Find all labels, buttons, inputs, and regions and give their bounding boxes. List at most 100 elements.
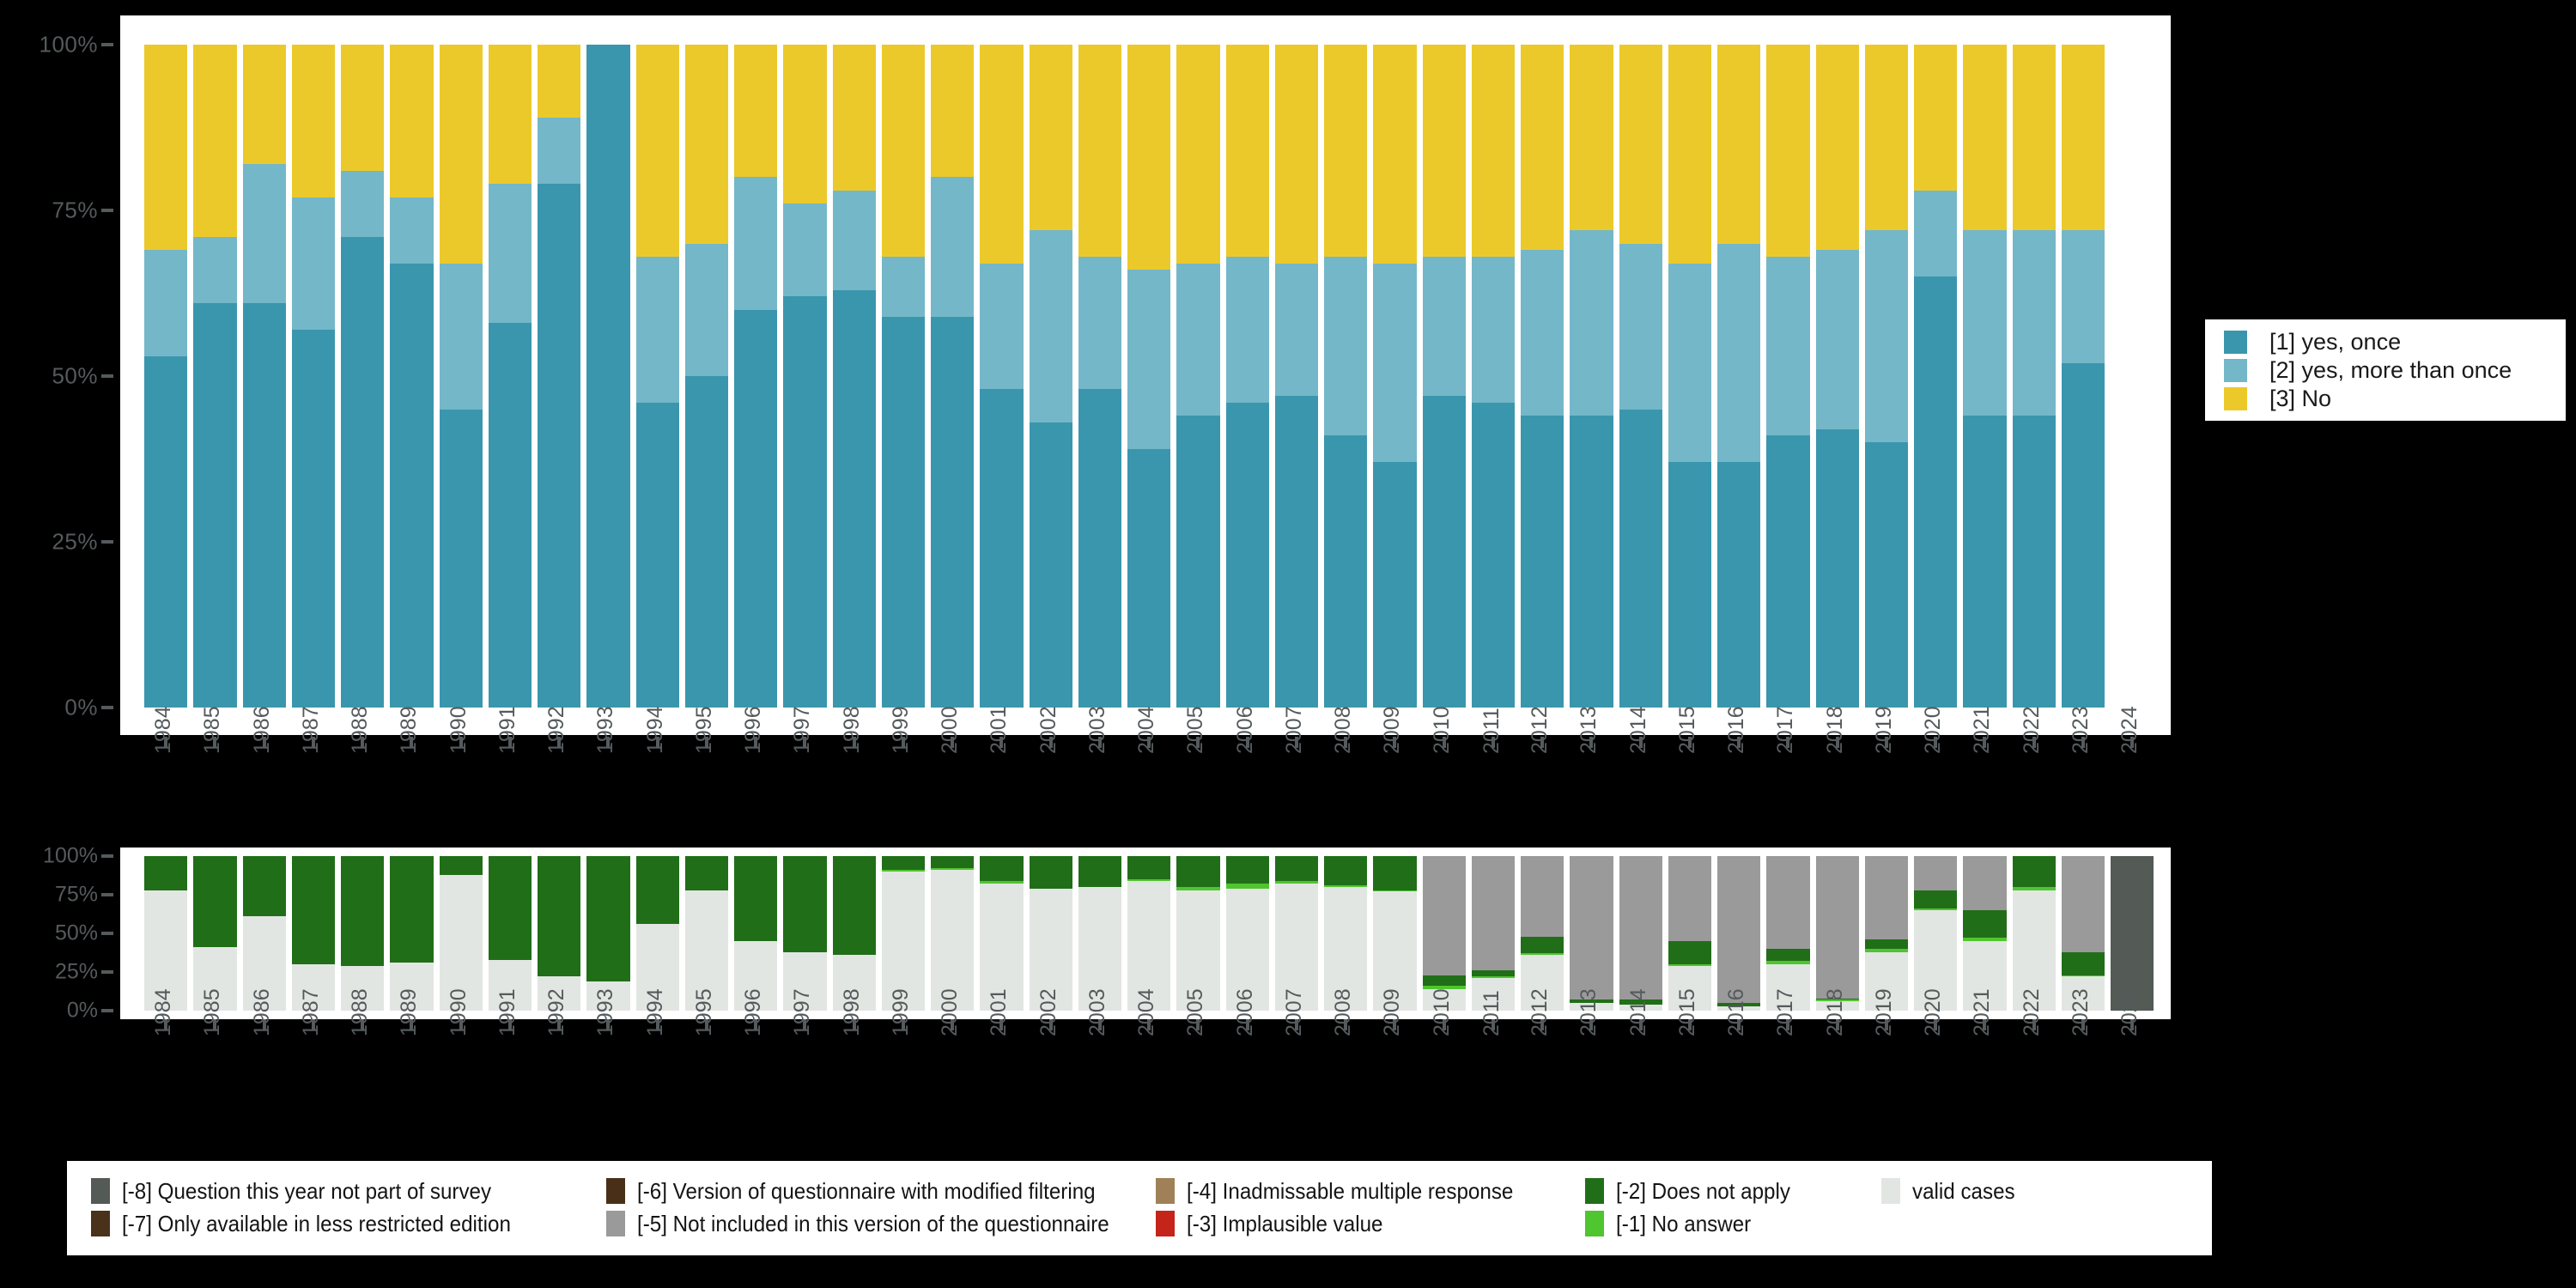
- sub-bar-segment[interactable]: [931, 870, 975, 1011]
- sub-bar-segment[interactable]: [2061, 975, 2105, 977]
- sub-bar-column[interactable]: [1471, 856, 1515, 1011]
- bar-segment[interactable]: [881, 45, 925, 258]
- bar-segment[interactable]: [1127, 270, 1171, 449]
- bar-segment[interactable]: [832, 45, 876, 191]
- sub-bar-segment[interactable]: [1570, 856, 1613, 1000]
- sub-bar-column[interactable]: [2061, 856, 2105, 1011]
- bar-segment[interactable]: [2012, 230, 2056, 416]
- bar-segment[interactable]: [931, 316, 975, 708]
- sub-bar-segment[interactable]: [1324, 887, 1368, 1011]
- bar-segment[interactable]: [439, 45, 483, 264]
- sub-bar-segment[interactable]: [1029, 888, 1072, 1011]
- bar-segment[interactable]: [832, 289, 876, 708]
- bar-column[interactable]: [1963, 45, 2007, 708]
- bar-column[interactable]: [1078, 45, 1121, 708]
- sub-bar-segment[interactable]: [980, 856, 1024, 881]
- bar-segment[interactable]: [291, 45, 335, 197]
- sub-bar-segment[interactable]: [1471, 856, 1515, 971]
- bar-column[interactable]: [1176, 45, 1220, 708]
- sub-bar-segment[interactable]: [1815, 1001, 1859, 1011]
- sub-bar-segment[interactable]: [586, 856, 630, 981]
- bar-segment[interactable]: [832, 190, 876, 290]
- sub-bar-column[interactable]: [2012, 856, 2056, 1011]
- sub-bar-segment[interactable]: [488, 959, 532, 1011]
- bar-segment[interactable]: [1471, 402, 1515, 708]
- legend-item[interactable]: [1] yes, once: [2224, 328, 2566, 356]
- legend-item[interactable]: [-4] Inadmissable multiple response: [1156, 1178, 1585, 1205]
- sub-bar-segment[interactable]: [1176, 856, 1220, 888]
- bar-segment[interactable]: [242, 303, 286, 708]
- sub-bar-segment[interactable]: [1963, 910, 2007, 939]
- bar-segment[interactable]: [1225, 402, 1269, 708]
- sub-bar-segment[interactable]: [144, 890, 188, 1011]
- bar-segment[interactable]: [783, 204, 827, 297]
- sub-bar-column[interactable]: [538, 856, 581, 1011]
- bar-segment[interactable]: [193, 303, 237, 708]
- bar-column[interactable]: [439, 45, 483, 708]
- sub-bar-column[interactable]: [2111, 856, 2154, 1011]
- bar-segment[interactable]: [242, 45, 286, 164]
- sub-bar-segment[interactable]: [980, 880, 1024, 884]
- sub-bar-column[interactable]: [341, 856, 385, 1011]
- sub-bar-segment[interactable]: [832, 856, 876, 956]
- sub-bar-column[interactable]: [1422, 856, 1466, 1011]
- sub-bar-segment[interactable]: [1176, 887, 1220, 890]
- bar-column[interactable]: [783, 45, 827, 708]
- bar-column[interactable]: [1864, 45, 1908, 708]
- bar-segment[interactable]: [1570, 416, 1613, 708]
- sub-bar-column[interactable]: [1963, 856, 2007, 1011]
- sub-bar-segment[interactable]: [1127, 856, 1171, 880]
- bar-segment[interactable]: [144, 250, 188, 356]
- bar-segment[interactable]: [1373, 263, 1417, 463]
- sub-bar-segment[interactable]: [1619, 1004, 1662, 1011]
- sub-bar-column[interactable]: [931, 856, 975, 1011]
- sub-bar-segment[interactable]: [1570, 1003, 1613, 1011]
- sub-bar-column[interactable]: [1914, 856, 1958, 1011]
- sub-bar-segment[interactable]: [783, 951, 827, 1011]
- bar-segment[interactable]: [144, 355, 188, 708]
- bar-column[interactable]: [2061, 45, 2105, 708]
- bar-segment[interactable]: [1274, 396, 1318, 708]
- legend-item[interactable]: [-5] Not included in this version of the…: [606, 1211, 1156, 1237]
- bar-segment[interactable]: [881, 316, 925, 708]
- sub-bar-segment[interactable]: [1864, 856, 1908, 940]
- bar-segment[interactable]: [734, 309, 778, 708]
- bar-column[interactable]: [538, 45, 581, 708]
- bar-segment[interactable]: [1619, 243, 1662, 410]
- bar-segment[interactable]: [488, 184, 532, 324]
- bar-segment[interactable]: [684, 243, 728, 376]
- sub-bar-column[interactable]: [242, 856, 286, 1011]
- sub-bar-segment[interactable]: [1274, 880, 1318, 884]
- bar-segment[interactable]: [783, 45, 827, 204]
- sub-bar-segment[interactable]: [1127, 879, 1171, 881]
- bar-segment[interactable]: [1373, 45, 1417, 264]
- sub-bar-column[interactable]: [144, 856, 188, 1011]
- sub-bar-column[interactable]: [783, 856, 827, 1011]
- bar-column[interactable]: [1324, 45, 1368, 708]
- bar-column[interactable]: [291, 45, 335, 708]
- bar-segment[interactable]: [1963, 230, 2007, 416]
- bar-segment[interactable]: [1521, 250, 1564, 416]
- sub-bar-segment[interactable]: [1422, 856, 1466, 975]
- sub-bar-segment[interactable]: [1176, 890, 1220, 1011]
- bar-segment[interactable]: [1225, 45, 1269, 258]
- sub-bar-segment[interactable]: [2012, 890, 2056, 1011]
- sub-bar-column[interactable]: [1324, 856, 1368, 1011]
- sub-bar-column[interactable]: [1078, 856, 1121, 1011]
- bar-column[interactable]: [586, 45, 630, 708]
- sub-bar-column[interactable]: [734, 856, 778, 1011]
- sub-bar-segment[interactable]: [635, 856, 679, 925]
- bar-column[interactable]: [1471, 45, 1515, 708]
- bar-segment[interactable]: [1815, 428, 1859, 708]
- sub-bar-segment[interactable]: [439, 856, 483, 875]
- bar-segment[interactable]: [1274, 45, 1318, 264]
- bar-segment[interactable]: [1471, 257, 1515, 403]
- bar-segment[interactable]: [1717, 462, 1761, 708]
- sub-bar-segment[interactable]: [881, 856, 925, 871]
- bar-segment[interactable]: [538, 184, 581, 708]
- bar-segment[interactable]: [1422, 45, 1466, 258]
- sub-bar-segment[interactable]: [538, 976, 581, 1011]
- sub-bar-segment[interactable]: [1914, 856, 1958, 890]
- sub-bar-segment[interactable]: [2061, 951, 2105, 975]
- bar-segment[interactable]: [931, 177, 975, 317]
